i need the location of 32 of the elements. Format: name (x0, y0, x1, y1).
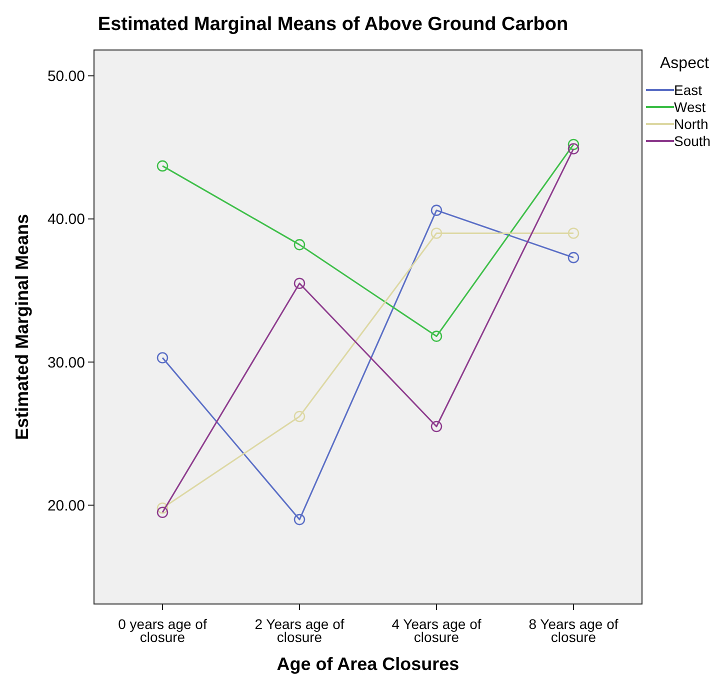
point (156, 506, 168, 518)
point (568, 228, 580, 239)
point (294, 514, 306, 526)
y-tick-label: 30.00 (47, 354, 85, 372)
point (294, 410, 306, 422)
x-tick-label: 0 years age of closure (118, 616, 207, 645)
point (568, 143, 580, 154)
point (156, 502, 168, 514)
x-tick-label: 8 Years age of closure (528, 616, 618, 645)
legend-label: East (674, 82, 702, 98)
x-axis-title: Age of Area Closures (276, 654, 460, 674)
point (430, 330, 442, 342)
point (568, 138, 580, 150)
point (430, 204, 442, 216)
legend-title: Aspect (660, 55, 710, 72)
point (568, 252, 580, 264)
point (156, 352, 168, 364)
x-tick-label: 4 Years age of closure (392, 616, 482, 645)
legend-label: South (674, 132, 711, 149)
y-tick-label: 50.00 (47, 68, 85, 86)
point (294, 278, 306, 289)
point (156, 160, 168, 172)
chart-title: Estimated Marginal Means of Above Ground Carbon (98, 14, 568, 35)
point (430, 420, 442, 432)
point (294, 239, 306, 250)
y-tick-label: 40.00 (47, 211, 85, 228)
y-tick-label: 20.00 (47, 497, 85, 514)
point (430, 228, 442, 239)
x-tick-label: 2 Years age of closure (254, 616, 344, 645)
legend-label: North (674, 116, 708, 132)
legend-label: West (674, 98, 706, 115)
y-axis-title: Estimated Marginal Means (12, 214, 32, 440)
